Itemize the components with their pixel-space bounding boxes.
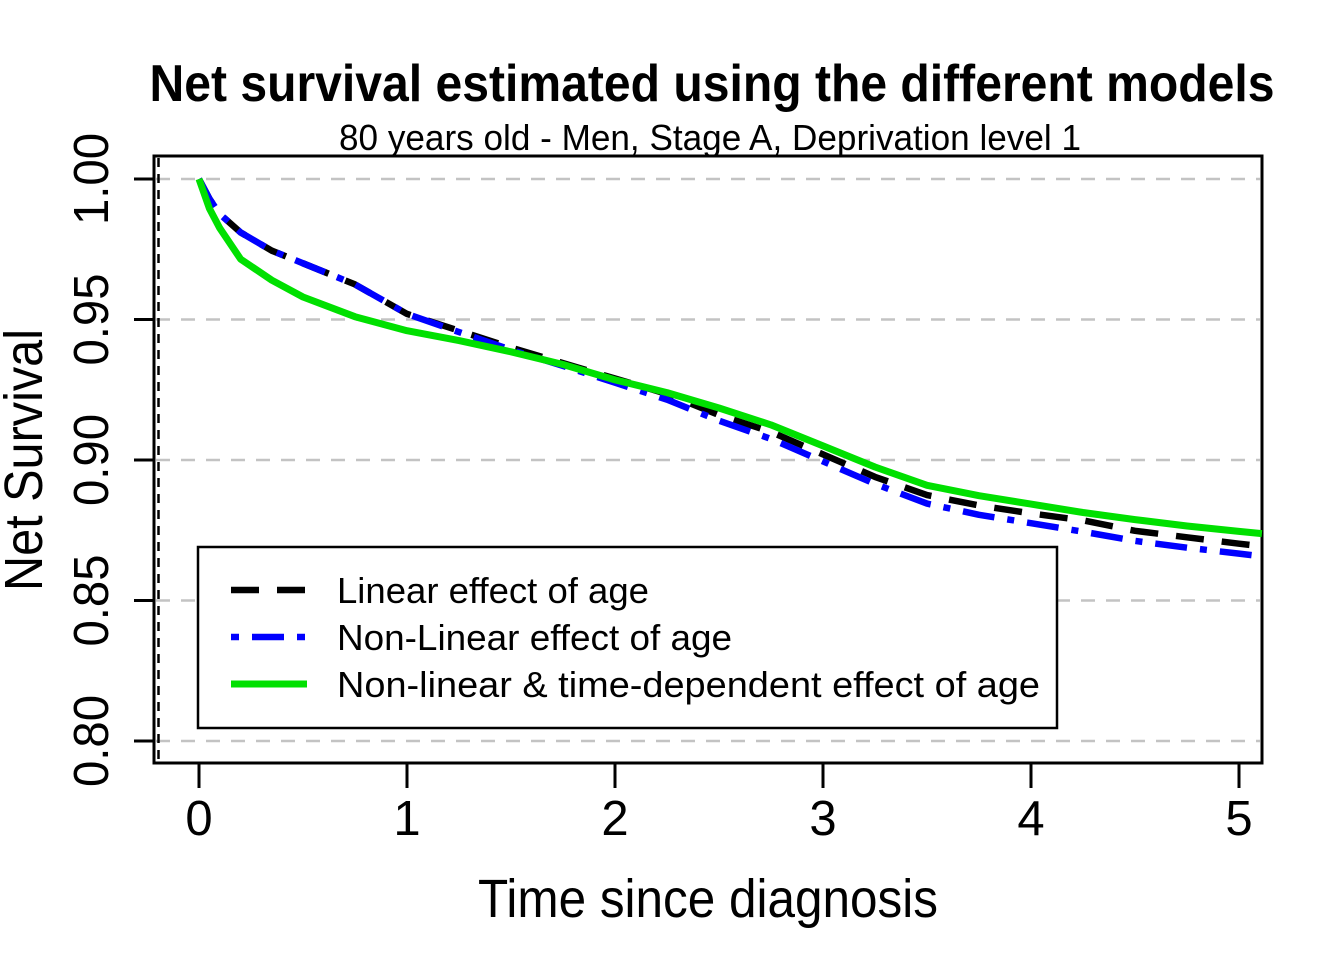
x-tick-label-3: 3 bbox=[809, 792, 836, 846]
chart-title: Net survival estimated using the differe… bbox=[150, 55, 1275, 113]
legend-label: Non-linear & time-dependent effect of ag… bbox=[337, 664, 1040, 705]
legend-box bbox=[196, 545, 1059, 730]
plot-area: 0.80 0.85 0.90 0.95 1.00 0 1 2 3 4 5 Linear effect … bbox=[65, 133, 1264, 846]
x-tick-label-4: 4 bbox=[1017, 792, 1044, 846]
y-tick-label-1.00: 1.00 bbox=[65, 133, 119, 225]
curve-series-1 bbox=[196, 177, 1263, 560]
x-tick-label-2: 2 bbox=[601, 792, 628, 846]
x-axis-label: Time since diagnosis bbox=[478, 869, 938, 929]
y-tick-label-0.85: 0.85 bbox=[65, 555, 119, 647]
x-tick-label-0: 0 bbox=[185, 792, 212, 846]
y-tick-label-0.90: 0.90 bbox=[65, 414, 119, 506]
curve-series-2 bbox=[195, 177, 1263, 538]
chart-subtitle: 80 years old - Men, Stage A, Deprivation… bbox=[339, 117, 1081, 158]
legend-label: Linear effect of age bbox=[337, 570, 649, 611]
x-tick-label-1: 1 bbox=[393, 792, 420, 846]
plot-border bbox=[152, 154, 1264, 765]
legend-item: Linear effect of age bbox=[231, 570, 649, 611]
legend-label: Non-Linear effect of age bbox=[337, 617, 732, 658]
legend-item: Non-linear & time-dependent effect of ag… bbox=[231, 664, 1040, 705]
legend: Linear effect of age Non-Linear effect of… bbox=[196, 545, 1059, 730]
y-axis-label: Net Survival bbox=[0, 329, 54, 591]
y-tick-label-0.80: 0.80 bbox=[65, 695, 119, 787]
x-tick-label-5: 5 bbox=[1225, 792, 1252, 846]
y-tick-label-0.95: 0.95 bbox=[65, 274, 119, 366]
legend-item: Non-Linear effect of age bbox=[231, 617, 732, 658]
curve-series-0 bbox=[196, 177, 1263, 550]
